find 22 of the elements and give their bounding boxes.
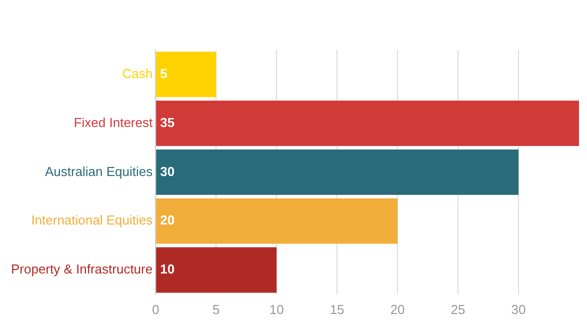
data-label: 35 [160,114,175,130]
y-tick-label: Cash [122,66,153,82]
bar [156,149,519,195]
x-tick-label: 0 [152,302,160,317]
y-tick-label: Property & Infrastructure [10,262,153,277]
bar [156,100,579,146]
data-label: 30 [160,164,175,179]
x-tick-label: 10 [269,302,284,317]
data-label: 5 [160,66,168,82]
x-tick-label: 5 [212,302,220,317]
data-label: 20 [160,212,175,228]
data-label: 10 [160,262,175,277]
y-tick-label: International Equities [31,212,154,228]
x-tick-label: 30 [511,302,526,317]
x-tick-label: 25 [450,302,466,317]
bar [156,52,216,98]
x-tick-label: 15 [330,302,344,317]
x-tick-label: 20 [390,302,405,317]
bar [156,247,277,293]
y-tick-label: Fixed Interest [74,114,153,130]
y-tick-label: Australian Equities [44,164,154,179]
bar [156,198,398,244]
